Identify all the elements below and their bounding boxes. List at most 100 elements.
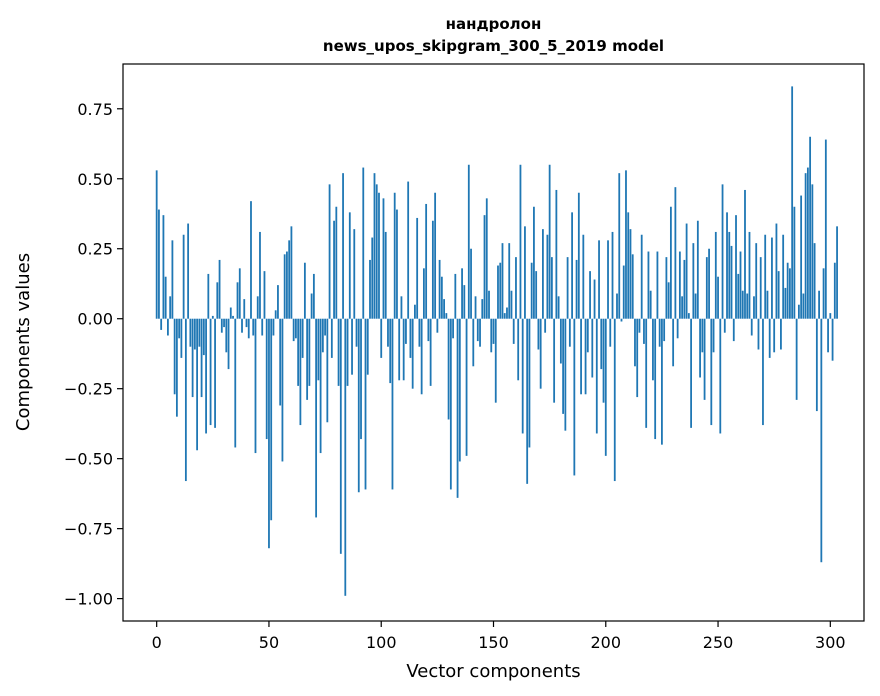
bar-51 bbox=[270, 318, 273, 521]
bar-217 bbox=[643, 318, 645, 344]
bar-44 bbox=[254, 318, 257, 454]
bar-70 bbox=[312, 273, 315, 319]
bar-145 bbox=[481, 299, 484, 319]
chart-title: нандролон bbox=[446, 15, 542, 33]
bar-181 bbox=[562, 318, 565, 414]
bar-295 bbox=[818, 290, 820, 319]
x-tick-label: 250 bbox=[703, 633, 734, 652]
bar-1 bbox=[158, 209, 160, 319]
bar-38 bbox=[241, 318, 243, 333]
bar-285 bbox=[795, 318, 798, 400]
bar-165 bbox=[526, 318, 529, 484]
bar-81 bbox=[337, 318, 340, 386]
bar-207 bbox=[620, 318, 623, 322]
bar-124 bbox=[434, 192, 437, 319]
bar-129 bbox=[445, 313, 448, 319]
bar-241 bbox=[696, 220, 699, 319]
bar-171 bbox=[539, 318, 542, 389]
bar-67 bbox=[306, 318, 309, 400]
bar-46 bbox=[259, 231, 261, 319]
bar-262 bbox=[744, 189, 746, 319]
bar-303 bbox=[836, 226, 838, 319]
bar-88 bbox=[353, 229, 356, 319]
bar-23 bbox=[207, 273, 210, 319]
bar-86 bbox=[348, 212, 351, 319]
bar-89 bbox=[355, 318, 358, 347]
bar-84 bbox=[344, 318, 347, 596]
bars-group bbox=[155, 86, 838, 596]
bar-156 bbox=[506, 307, 508, 319]
bar-161 bbox=[517, 318, 520, 381]
bar-226 bbox=[663, 318, 666, 342]
bar-85 bbox=[346, 318, 349, 386]
bar-119 bbox=[422, 268, 425, 319]
bar-275 bbox=[773, 318, 776, 353]
bar-138 bbox=[465, 318, 468, 456]
bar-288 bbox=[802, 293, 805, 319]
bar-40 bbox=[245, 318, 248, 328]
x-tick-label: 0 bbox=[152, 633, 162, 652]
bar-60 bbox=[290, 226, 293, 319]
bar-183 bbox=[566, 257, 569, 319]
bar-220 bbox=[649, 290, 652, 319]
y-tick-label: 0.25 bbox=[77, 240, 113, 259]
bar-100 bbox=[380, 318, 383, 358]
bar-204 bbox=[613, 318, 616, 482]
bar-114 bbox=[411, 318, 414, 389]
bar-265 bbox=[750, 318, 753, 336]
y-tick-label: −0.75 bbox=[64, 520, 113, 539]
bar-202 bbox=[609, 318, 612, 347]
bar-5 bbox=[167, 318, 169, 336]
bar-109 bbox=[400, 296, 403, 319]
bar-56 bbox=[281, 318, 284, 462]
bar-198 bbox=[600, 318, 603, 370]
bar-83 bbox=[342, 173, 344, 319]
bar-266 bbox=[753, 296, 755, 319]
bar-96 bbox=[371, 237, 374, 319]
bar-77 bbox=[328, 184, 331, 319]
bar-139 bbox=[467, 164, 470, 319]
bar-150 bbox=[492, 318, 495, 344]
x-axis-label: Vector components bbox=[406, 661, 580, 682]
bar-252 bbox=[721, 184, 724, 319]
bar-243 bbox=[701, 318, 704, 353]
bar-278 bbox=[780, 318, 782, 350]
bar-76 bbox=[326, 318, 329, 423]
bar-105 bbox=[391, 318, 394, 490]
bar-29 bbox=[220, 318, 223, 333]
bar-148 bbox=[488, 290, 490, 319]
bar-192 bbox=[586, 318, 589, 353]
bar-169 bbox=[535, 271, 538, 319]
bar-19 bbox=[198, 318, 201, 347]
bar-72 bbox=[317, 318, 320, 381]
bar-137 bbox=[463, 285, 466, 319]
bar-121 bbox=[427, 318, 430, 342]
bar-144 bbox=[479, 318, 481, 347]
bar-146 bbox=[483, 215, 486, 319]
bar-69 bbox=[310, 293, 313, 319]
bar-166 bbox=[528, 318, 531, 448]
bar-133 bbox=[454, 273, 457, 319]
bar-297 bbox=[822, 268, 825, 319]
bar-111 bbox=[405, 318, 407, 344]
bar-0 bbox=[155, 170, 158, 319]
bar-122 bbox=[429, 318, 432, 386]
bar-50 bbox=[268, 318, 270, 549]
bar-22 bbox=[205, 318, 207, 434]
bar-214 bbox=[636, 318, 639, 398]
bar-13 bbox=[184, 318, 187, 482]
bar-17 bbox=[193, 318, 196, 350]
bar-91 bbox=[360, 318, 362, 440]
bar-257 bbox=[732, 318, 735, 342]
bar-255 bbox=[728, 231, 731, 319]
bar-140 bbox=[470, 248, 472, 319]
bar-290 bbox=[806, 167, 809, 319]
x-tick-label: 50 bbox=[259, 633, 279, 652]
bar-141 bbox=[472, 318, 475, 367]
bar-228 bbox=[667, 282, 670, 319]
bar-75 bbox=[324, 318, 326, 336]
bar-115 bbox=[414, 304, 416, 319]
bar-39 bbox=[243, 299, 246, 319]
